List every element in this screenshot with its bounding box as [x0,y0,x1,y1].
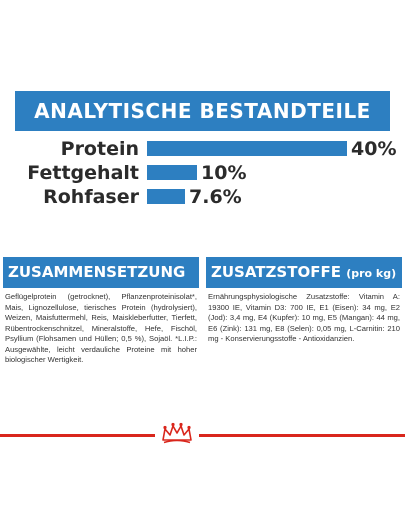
analysis-bar [147,189,185,204]
analysis-value: 7.6% [189,186,242,208]
additives-heading-suffix: (pro kg) [346,267,397,280]
footer-line-left [0,434,155,437]
composition-heading: ZUSAMMENSETZUNG [3,257,199,288]
analysis-label: Rohfaser [43,186,139,208]
footer-line-right [199,434,405,437]
analysis-row-fiber: Rohfaser 7.6% [0,185,405,209]
analysis-label: Protein [60,138,139,160]
analysis-row-protein: Protein 40% [0,137,405,161]
analysis-value: 10% [201,162,247,184]
composition-text: Geflügelprotein (getrocknet), Pflanzenpr… [5,292,197,364]
analysis-label: Fettgehalt [27,162,139,184]
additives-text: Ernährungsphysiologische Zusatzstoffe: V… [208,292,400,343]
analytical-constituents-banner: ANALYTISCHE BESTANDTEILE [15,91,390,131]
analysis-bar [147,141,347,156]
additives-heading-text: ZUSATZSTOFFE [211,263,341,281]
analysis-bar [147,165,197,180]
royal-canin-crown-icon [162,422,192,444]
analysis-row-fat: Fettgehalt 10% [0,161,405,185]
composition-heading-text: ZUSAMMENSETZUNG [8,263,186,281]
additives-heading: ZUSATZSTOFFE (pro kg) [206,257,402,288]
analysis-value: 40% [351,138,397,160]
